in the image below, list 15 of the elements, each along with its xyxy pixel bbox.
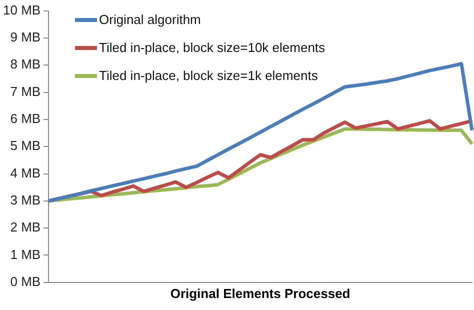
y-tick-label: 3 MB bbox=[10, 192, 41, 208]
y-tick-label: 8 MB bbox=[10, 56, 41, 72]
legend-label: Tiled in-place, block size=1k elements bbox=[99, 67, 318, 85]
y-tick-label: 6 MB bbox=[10, 111, 41, 126]
x-axis-title: Original Elements Processed bbox=[170, 286, 350, 301]
y-tick-label: 5 MB bbox=[10, 138, 41, 154]
y-tick-label: 10 MB bbox=[2, 2, 41, 18]
y-tick-label: 1 MB bbox=[10, 246, 41, 262]
y-tick-label: 7 MB bbox=[10, 84, 41, 99]
y-tick-label: 9 MB bbox=[10, 30, 41, 45]
legend-label: Original algorithm bbox=[99, 11, 201, 29]
y-tick-label: 4 MB bbox=[10, 165, 41, 180]
y-tick-label: 2 MB bbox=[10, 220, 41, 235]
y-tick-label: 0 MB bbox=[10, 274, 41, 289]
legend-label: Tiled in-place, block size=10k elements bbox=[99, 39, 326, 57]
